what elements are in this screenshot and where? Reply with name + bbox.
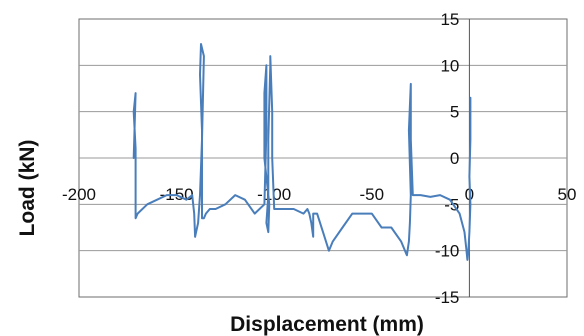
gridlines	[79, 64, 567, 252]
y-tick-label: -10	[435, 242, 460, 261]
x-tick-label: -50	[360, 185, 385, 204]
x-tick-labels: -200 -150 -100 -50 0 50	[62, 185, 576, 204]
y-axis-title: Load (kN)	[16, 140, 39, 237]
y-tick-label: 15	[440, 10, 459, 29]
y-tick-label: 0	[450, 149, 459, 168]
series-layer	[132, 43, 472, 261]
x-tick-label: -200	[62, 185, 96, 204]
x-tick-label: 50	[558, 185, 577, 204]
series-line-0	[132, 43, 472, 261]
x-axis-title: Displacement (mm)	[230, 313, 424, 336]
y-tick-label: 5	[450, 103, 459, 122]
y-tick-label: -15	[435, 288, 460, 307]
y-tick-label: 10	[440, 56, 459, 75]
